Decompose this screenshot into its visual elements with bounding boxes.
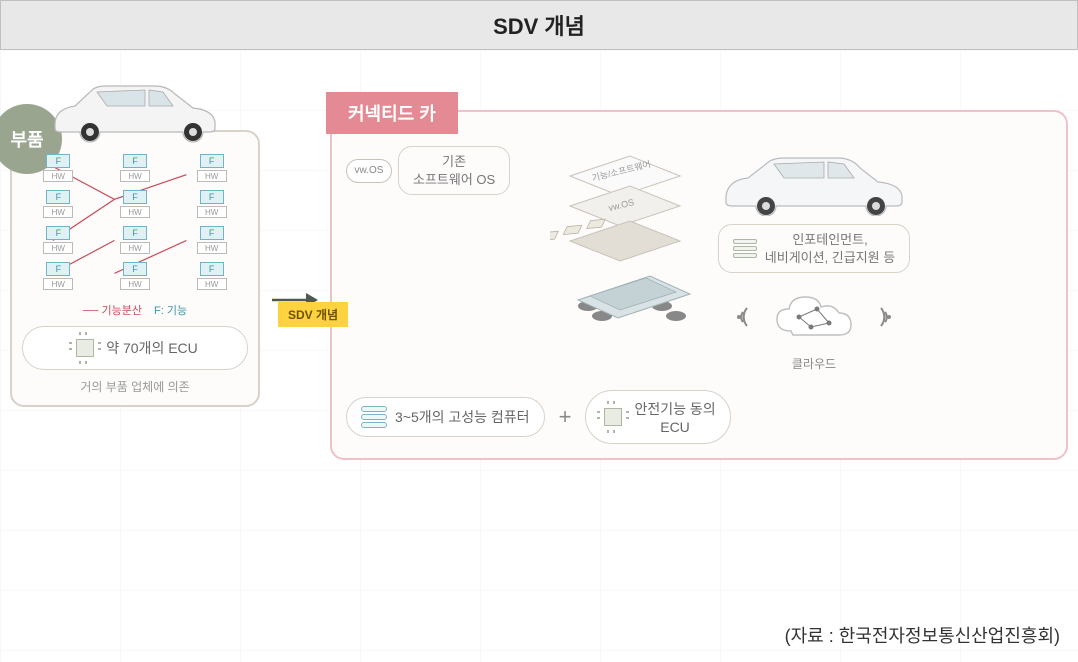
ecu-hw-icon: HW xyxy=(43,170,73,182)
ecu-legend: ── 기능분산 F: 기능 xyxy=(22,298,248,326)
computers-label: 3~5개의 고성능 컴퓨터 xyxy=(395,407,530,427)
ecu-f-icon: F xyxy=(46,154,70,168)
ecu-cell: FHW xyxy=(26,226,91,254)
right-panel-sdv: 커넥티드 카 SDV 개념 vw.OS 기존 소프트웨어 OS xyxy=(330,110,1068,460)
os-text-box: 기존 소프트웨어 OS xyxy=(398,146,510,195)
ecu-count-pill: 약 70개의 ECU xyxy=(22,326,248,370)
ecu-cell: FHW xyxy=(103,154,168,182)
car-illustration-right xyxy=(714,146,914,216)
right-car-column: 인포테인먼트, 네비게이션, 긴급지원 등 xyxy=(714,146,914,372)
parts-badge-label: 부품 xyxy=(10,126,43,152)
cloud-row xyxy=(729,287,899,347)
connected-car-label: 커넥티드 카 xyxy=(348,104,436,124)
ecu-cell: FHW xyxy=(179,226,244,254)
ecu-cell: FHW xyxy=(179,154,244,182)
car-illustration-left xyxy=(45,74,225,144)
computers-pill: 3~5개의 고성능 컴퓨터 xyxy=(346,397,545,437)
ecu-cell: FHW xyxy=(103,226,168,254)
info-line1: 인포테인먼트, xyxy=(765,231,895,249)
os-block: vw.OS 기존 소프트웨어 OS xyxy=(346,146,536,195)
os-text-l2: 소프트웨어 OS xyxy=(413,171,495,189)
connected-car-tag: 커넥티드 카 xyxy=(326,92,458,134)
wireless-icon-left xyxy=(729,302,759,332)
safety-ecu-pill: 안전기능 동의 ECU xyxy=(585,390,730,444)
title-bar: SDV 개념 xyxy=(0,0,1078,50)
software-layers-diagram: 기능/소프트웨어 vw.OS xyxy=(550,146,700,286)
left-panel-traditional: 부품 FHW FHW FHW xyxy=(10,130,260,407)
ecu-cell: FHW xyxy=(103,190,168,218)
legend-distribution: ── 기능분산 xyxy=(83,302,142,318)
chip-icon xyxy=(72,335,98,361)
ecu-cell: FHW xyxy=(179,190,244,218)
cloud-icon xyxy=(769,287,859,347)
ecu-cell: FHW xyxy=(103,262,168,290)
safety-ecu-l1: 안전기능 동의 xyxy=(634,399,715,419)
left-footer-text: 거의 부품 업체에 의존 xyxy=(22,370,248,395)
wireless-icon-right xyxy=(869,302,899,332)
diagram-content: 부품 FHW FHW FHW xyxy=(0,50,1078,470)
right-bottom-row: 3~5개의 고성능 컴퓨터 + 안전기능 동의 xyxy=(346,390,1052,444)
server-icon xyxy=(361,406,387,428)
ecu-cell: FHW xyxy=(179,262,244,290)
info-line2: 네비게이션, 긴급지원 등 xyxy=(765,249,895,267)
safety-ecu-l2: ECU xyxy=(634,419,715,435)
ecu-cell: F HW xyxy=(26,154,91,182)
sdv-concept-tag: SDV 개념 xyxy=(278,302,348,327)
chip-icon xyxy=(600,404,626,430)
ecu-cell: FHW xyxy=(26,262,91,290)
infotainment-box: 인포테인먼트, 네비게이션, 긴급지원 등 xyxy=(718,224,910,273)
ecu-grid: FHW FHW FHW FHW FHW FHW FHW FHW FHW FHW … xyxy=(22,150,248,298)
stack-icon xyxy=(733,239,757,259)
ecu-count-label: 약 70개의 ECU xyxy=(106,338,198,358)
transition-arrow xyxy=(270,70,320,410)
source-citation: (자료 : 한국전자정보통신산업진흥회) xyxy=(785,622,1060,648)
plus-icon: + xyxy=(559,404,572,430)
sdv-concept-label: SDV 개념 xyxy=(288,308,338,322)
os-text-l1: 기존 xyxy=(413,153,495,171)
legend-function: F: 기능 xyxy=(154,302,187,318)
cloud-label: 클라우드 xyxy=(792,355,836,372)
ecu-cell: FHW xyxy=(26,190,91,218)
page-title: SDV 개념 xyxy=(493,14,585,39)
os-oval-badge: vw.OS xyxy=(346,159,392,183)
